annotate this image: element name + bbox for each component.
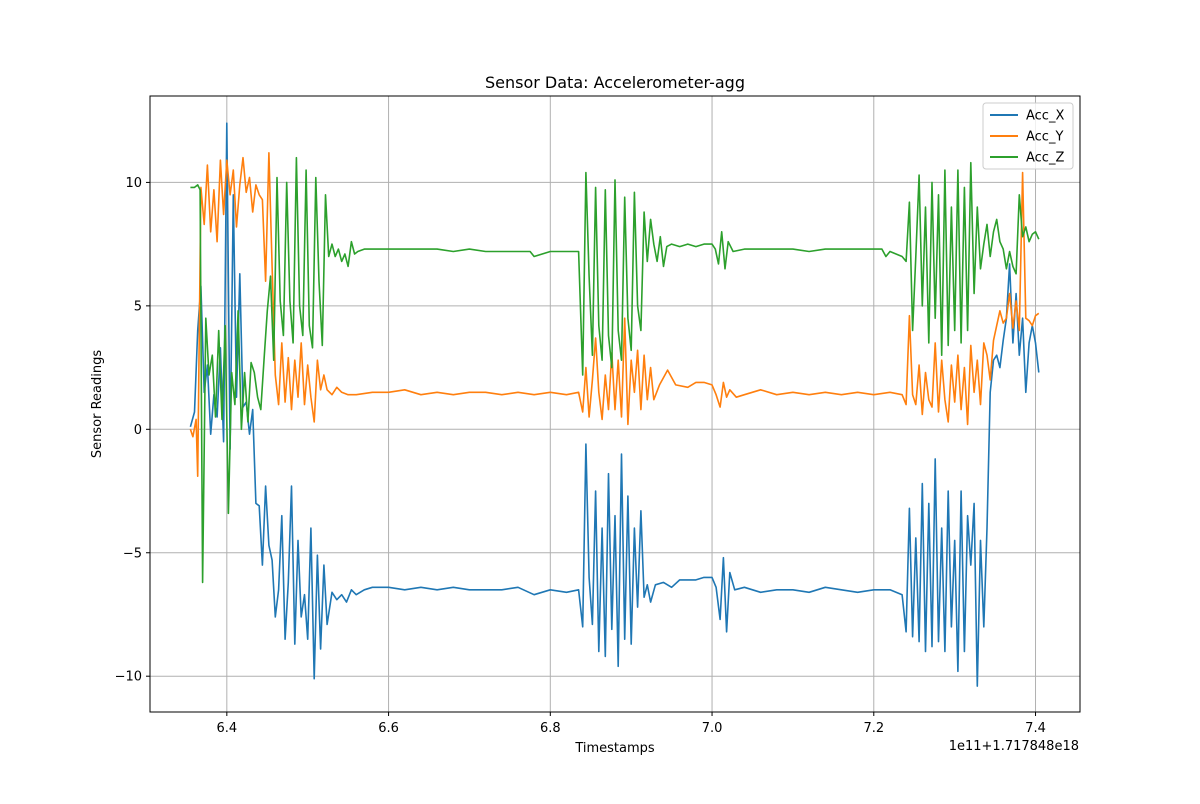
y-axis-label: Sensor Readings [90,350,105,458]
legend-label-acc-x: Acc_X [1026,109,1064,124]
y-tick-label: 10 [125,176,142,191]
series-line-acc-z [190,156,1040,584]
chart-title: Sensor Data: Accelerometer-agg [485,73,745,92]
plot-frame [149,95,1081,713]
y-tick-label: 5 [134,299,142,314]
series-line-acc-x [189,122,1040,687]
x-tick-label: 7.4 [1025,721,1046,736]
y-tick-label: −10 [115,670,142,685]
x-tick-label: 7.2 [863,721,884,736]
legend: Acc_X Acc_Y Acc_Z [982,102,1074,170]
x-tick-label: 6.6 [378,721,399,736]
x-axis-label: Timestamps [574,741,655,756]
y-tick-label: 0 [134,423,142,438]
ticks: 6.4 6.6 6.8 7.0 7.2 7.4 −10 −5 0 5 10 [115,176,1046,736]
x-tick-label: 6.8 [540,721,561,736]
series-layer [189,122,1040,687]
legend-label-acc-y: Acc_Y [1026,130,1063,145]
x-tick-label: 6.4 [216,721,237,736]
legend-label-acc-z: Acc_Z [1026,151,1064,166]
y-tick-label: −5 [123,546,142,561]
series-line-acc-y [189,152,1040,477]
x-tick-label: 7.0 [702,721,723,736]
x-offset-label: 1e11+1.717848e18 [949,739,1079,754]
legend-box [982,102,1074,170]
